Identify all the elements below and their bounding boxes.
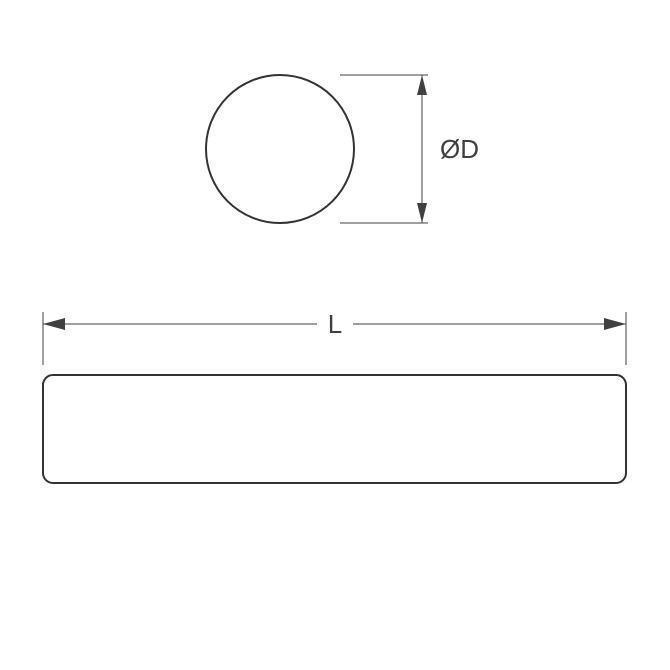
dia-label: ØD (440, 134, 479, 164)
len-label: L (328, 309, 342, 339)
